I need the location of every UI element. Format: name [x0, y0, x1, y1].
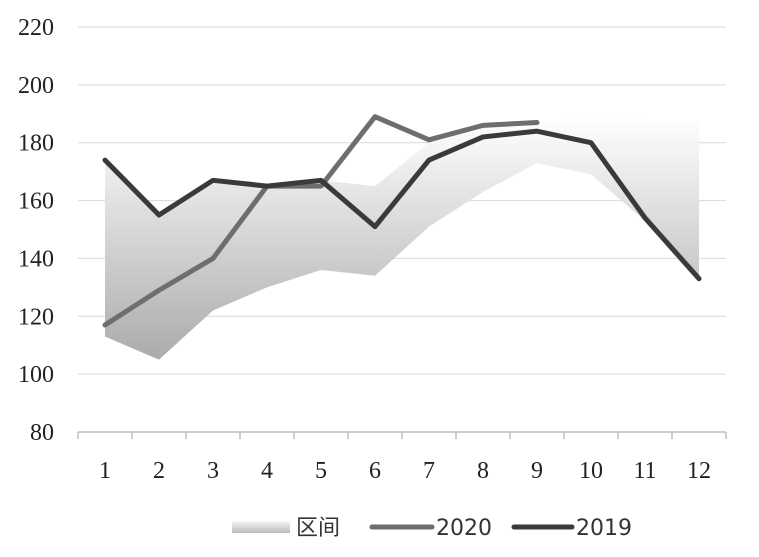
y-tick-label: 160 [18, 189, 54, 215]
x-tick-label: 7 [423, 458, 435, 484]
x-tick-label: 5 [315, 458, 327, 484]
x-axis [77, 431, 727, 439]
series-line-2019 [102, 128, 702, 282]
y-tick-label: 220 [18, 15, 54, 41]
y-axis-ticks: 80 100 120 140 160 180 200 220 [18, 15, 54, 446]
x-tick-label: 6 [369, 458, 381, 484]
series-lines [102, 114, 702, 328]
x-tick-label: 1 [99, 458, 111, 484]
x-axis-ticks: 1 2 3 4 5 6 7 8 9 10 11 12 [99, 458, 711, 484]
x-tick-label: 10 [579, 458, 603, 484]
range-band-area [105, 116, 699, 360]
x-tick-label: 11 [633, 458, 656, 484]
x-tick-label: 3 [207, 458, 219, 484]
legend-label-2020: 2020 [436, 516, 492, 541]
y-tick-label: 80 [30, 420, 54, 446]
x-tick-label: 8 [477, 458, 489, 484]
legend-swatch-band [232, 521, 290, 533]
y-tick-label: 120 [18, 304, 54, 330]
range-band [105, 116, 699, 360]
x-tick-label: 2 [153, 458, 165, 484]
x-tick-label: 4 [261, 458, 273, 484]
legend: 区间 2020 2019 [232, 516, 632, 541]
y-tick-label: 200 [18, 73, 54, 99]
legend-label-2019: 2019 [576, 516, 632, 541]
legend-label-band: 区间 [296, 516, 340, 541]
x-tick-label: 12 [687, 458, 711, 484]
series-line-2020 [102, 114, 540, 328]
y-tick-label: 140 [18, 246, 54, 272]
y-tick-label: 180 [18, 131, 54, 157]
x-tick-label: 9 [531, 458, 543, 484]
y-tick-label: 100 [18, 362, 54, 388]
